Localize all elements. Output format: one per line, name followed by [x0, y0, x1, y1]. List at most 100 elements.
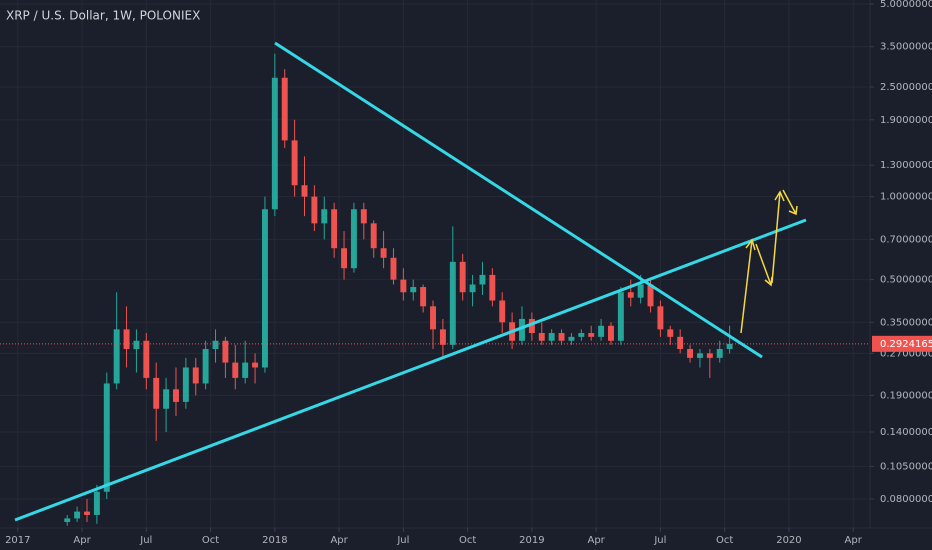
arrowhead [774, 190, 785, 202]
trend-line [274, 41, 763, 359]
candle-body [499, 300, 506, 323]
x-tick-label: 2020 [776, 535, 801, 546]
candle-body [677, 336, 684, 350]
candle-body [281, 77, 288, 141]
candle-body [430, 306, 436, 330]
x-tick-label: 2018 [262, 535, 287, 546]
last-price-label: 0.29241654 [880, 339, 932, 350]
projection-arrows [740, 189, 798, 334]
candle-body [657, 306, 664, 330]
candle-body [528, 318, 535, 334]
candle-body [163, 389, 170, 409]
candle-body [558, 333, 565, 341]
candle-body [261, 209, 268, 368]
candles [0, 53, 870, 526]
candle-body [360, 209, 367, 224]
candle-body [410, 287, 417, 293]
candle-body [716, 349, 723, 358]
candle-body [74, 511, 81, 519]
candle-body [291, 140, 298, 186]
candle-body [252, 362, 259, 368]
candle-body [173, 389, 179, 402]
candle-body [321, 209, 328, 224]
candle-body [647, 284, 654, 307]
candle-body [212, 340, 219, 350]
candle-body [667, 329, 674, 337]
candle-body [222, 340, 229, 363]
candle-body [380, 248, 387, 258]
candle-body [232, 362, 239, 378]
arrowhead [788, 205, 798, 216]
candle-body [726, 343, 733, 350]
x-tick-label: Apr [845, 535, 863, 546]
last-price-box [872, 335, 932, 352]
candle-body [331, 209, 338, 249]
x-tick-label: Jul [139, 535, 152, 546]
x-tick-label: Oct [202, 535, 219, 546]
candle-body [479, 274, 486, 285]
candle-body [538, 333, 545, 341]
candle-body [390, 257, 397, 280]
arrow [755, 243, 772, 286]
candle-body [439, 329, 446, 345]
candle-body [301, 185, 308, 197]
y-tick-label: 1.90000000 [880, 115, 932, 126]
candle-body [370, 223, 377, 249]
candle-body [696, 353, 703, 358]
candle-body [113, 329, 120, 384]
arrowhead [745, 238, 756, 251]
x-tick-label: Jul [396, 535, 409, 546]
x-tick-label: Oct [459, 535, 476, 546]
candle-body [400, 279, 407, 293]
candle-body [182, 367, 189, 402]
candle-body [627, 292, 634, 298]
candle-body [84, 511, 90, 515]
candle-body [548, 333, 555, 341]
y-tick-label: 0.08000000 [880, 494, 932, 505]
candle-body [568, 336, 575, 341]
candle-body [519, 318, 525, 341]
candle-body [489, 274, 496, 301]
candle-body [578, 333, 585, 337]
candle-body [271, 77, 278, 210]
candle-body [420, 287, 427, 307]
drawings [14, 41, 807, 522]
candle-body [202, 349, 209, 384]
x-tick-label: Apr [587, 535, 605, 546]
candle-body [350, 209, 357, 269]
x-tick-label: 2019 [519, 535, 544, 546]
x-tick-label: Jul [653, 535, 666, 546]
candle-body [637, 284, 644, 298]
candle-body [133, 340, 140, 350]
candle-body [687, 349, 694, 358]
candle-body [608, 325, 614, 341]
arrow [740, 239, 753, 334]
candle-body [449, 261, 456, 345]
candle-body [469, 284, 476, 293]
candle-body [706, 353, 713, 358]
candle-body [93, 491, 100, 515]
candle-body [242, 362, 249, 378]
candle-body [598, 325, 605, 337]
x-tick-label: Oct [716, 535, 733, 546]
candle-body [617, 292, 624, 341]
candle-body [153, 377, 160, 409]
candle-body [341, 248, 348, 269]
candle-body [103, 383, 110, 492]
x-tick-label: Apr [330, 535, 348, 546]
candle-body [192, 367, 199, 384]
